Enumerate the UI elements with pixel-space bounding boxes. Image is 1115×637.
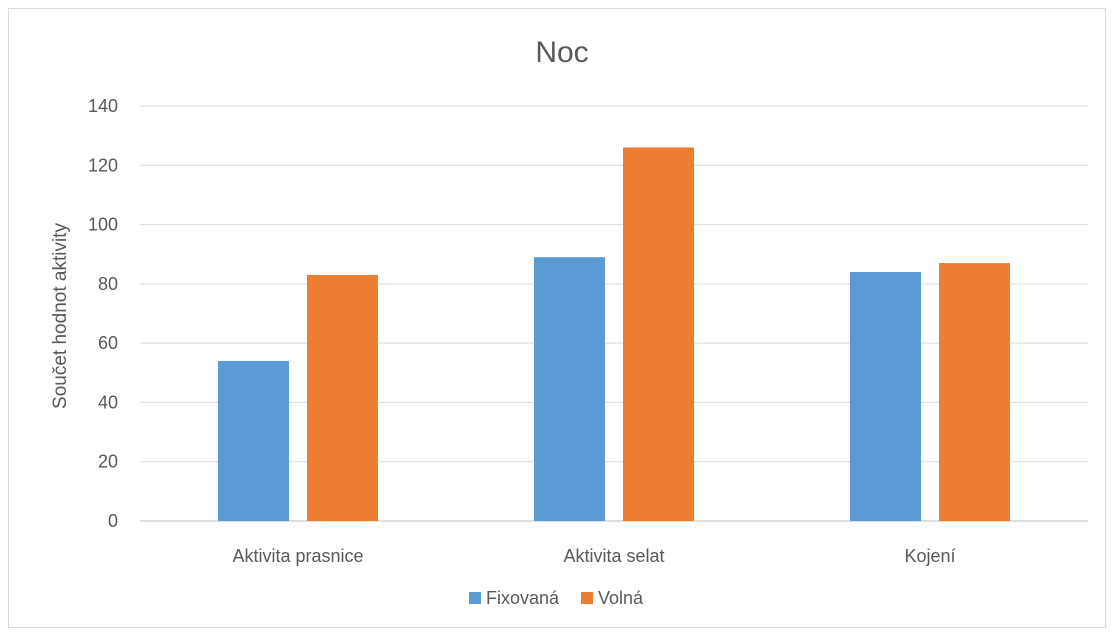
- y-tick-labels: 0 20 40 60 80 100 120 140: [88, 96, 118, 531]
- x-tick-label: Kojení: [904, 546, 955, 566]
- y-axis-label: Součet hodnot aktivity: [50, 223, 71, 409]
- y-tick-label: 100: [88, 215, 118, 235]
- y-tick-label: 120: [88, 155, 118, 175]
- y-tick-label: 20: [98, 452, 118, 472]
- legend-label: Fixovaná: [486, 588, 560, 608]
- legend: Fixovaná Volná: [469, 588, 644, 608]
- bar-2-0: [850, 272, 921, 521]
- legend-label: Volná: [598, 588, 644, 608]
- y-tick-label: 40: [98, 392, 118, 412]
- bar-0-1: [307, 274, 378, 521]
- bar-1-0: [534, 257, 605, 521]
- y-tick-label: 0: [108, 511, 118, 531]
- y-tick-label: 80: [98, 274, 118, 294]
- y-tick-label: 60: [98, 333, 118, 353]
- gridlines: [140, 105, 1088, 522]
- legend-swatch: [469, 592, 481, 604]
- chart-title: Noc: [535, 36, 588, 69]
- x-tick-label: Aktivita prasnice: [232, 546, 363, 566]
- y-tick-label: 140: [88, 96, 118, 116]
- bar-2-1: [939, 263, 1010, 521]
- x-tick-labels: Aktivita prasnice Aktivita selat Kojení: [232, 546, 955, 566]
- legend-swatch: [581, 592, 593, 604]
- bar-1-1: [623, 147, 694, 521]
- bars: [218, 147, 1010, 521]
- bar-0-0: [218, 360, 289, 521]
- x-tick-label: Aktivita selat: [563, 546, 664, 566]
